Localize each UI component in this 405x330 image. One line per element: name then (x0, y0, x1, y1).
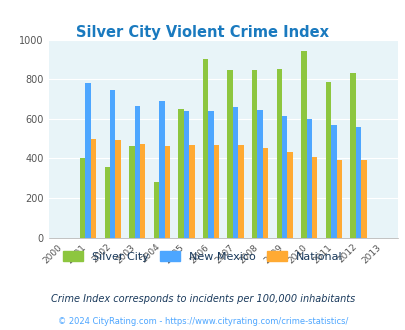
Bar (140, 144, 145, 238)
Bar (153, 182, 159, 238)
Bar (91, 139, 96, 238)
Bar (80, 158, 85, 238)
Bar (110, 90, 115, 238)
Bar (287, 152, 292, 238)
Text: Silver City Violent Crime Index: Silver City Violent Crime Index (76, 25, 329, 40)
Bar (325, 82, 330, 238)
Text: © 2024 CityRating.com - https://www.cityrating.com/crime-statistics/: © 2024 CityRating.com - https://www.city… (58, 317, 347, 326)
Bar (306, 119, 311, 238)
Bar (355, 127, 360, 238)
Bar (350, 73, 355, 238)
Bar (232, 107, 238, 238)
Bar (208, 111, 213, 238)
Bar (281, 116, 287, 238)
Bar (301, 51, 306, 238)
Text: Crime Index corresponds to incidents per 100,000 inhabitants: Crime Index corresponds to incidents per… (51, 294, 354, 304)
Bar (252, 70, 257, 238)
Bar (134, 106, 140, 238)
Bar (330, 125, 336, 238)
Bar (85, 83, 91, 238)
Bar (115, 140, 120, 238)
Bar (276, 69, 281, 238)
Bar (189, 145, 194, 238)
Bar (336, 160, 341, 238)
Bar (159, 101, 164, 238)
Bar (104, 167, 110, 238)
Bar (262, 148, 268, 238)
Bar (213, 145, 219, 238)
Bar (129, 146, 134, 238)
Bar (183, 111, 189, 238)
Bar (238, 145, 243, 238)
Bar (360, 160, 366, 238)
Legend: Silver City, New Mexico, National: Silver City, New Mexico, National (59, 247, 346, 267)
Bar (202, 59, 208, 238)
Bar (257, 110, 262, 238)
Bar (227, 70, 232, 238)
Bar (311, 157, 317, 238)
Bar (178, 109, 183, 238)
Bar (164, 146, 170, 238)
